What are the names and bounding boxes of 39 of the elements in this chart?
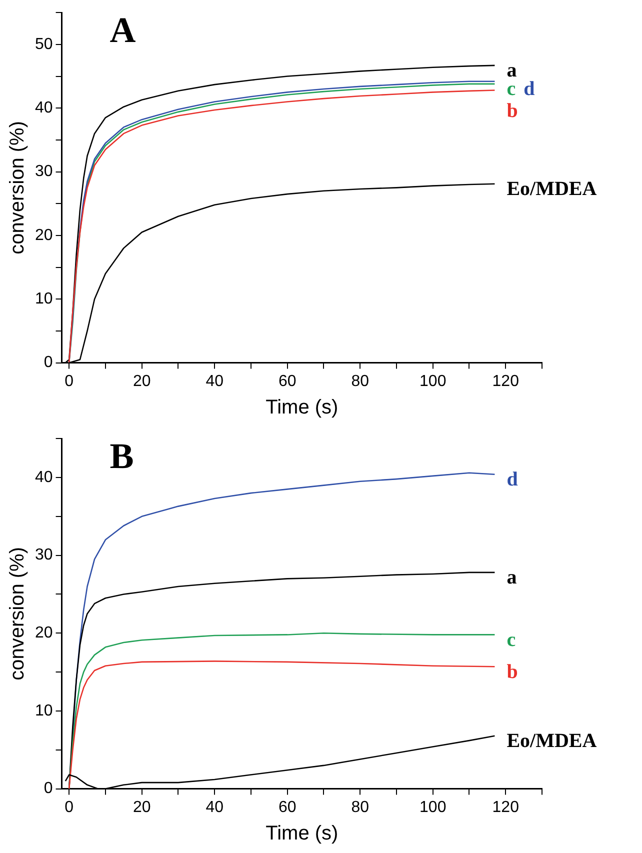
x-tick-label: 0 xyxy=(64,798,74,816)
series-label: Eo/MDEA xyxy=(506,730,598,752)
y-tick-label: 40 xyxy=(35,468,53,486)
x-tick-label: 120 xyxy=(492,372,520,390)
y-tick-label: 10 xyxy=(35,290,53,308)
y-tick-label: 50 xyxy=(35,36,53,53)
x-tick-label: 80 xyxy=(351,798,370,816)
series-label: b xyxy=(506,660,518,683)
y-axis-title: conversion (%) xyxy=(6,121,29,254)
y-tick-label: 40 xyxy=(35,100,53,117)
y-tick-label: 10 xyxy=(35,702,53,720)
x-tick-label: 0 xyxy=(64,372,74,390)
x-tick-label: 20 xyxy=(132,372,151,390)
y-tick-label: 30 xyxy=(35,163,53,180)
series-label: b xyxy=(506,100,518,122)
x-tick-label: 60 xyxy=(278,798,296,816)
y-tick-label: 0 xyxy=(44,354,53,372)
x-tick-label: 120 xyxy=(492,798,520,816)
chart-title: B xyxy=(110,436,134,476)
series-label: c xyxy=(506,628,516,651)
series-label: a xyxy=(506,566,517,589)
x-tick-label: 60 xyxy=(278,372,296,390)
chart-title: A xyxy=(110,10,136,50)
y-axis-title: conversion (%) xyxy=(6,547,29,680)
x-tick-label: 20 xyxy=(132,798,151,816)
x-tick-label: 100 xyxy=(420,798,446,816)
y-tick-label: 20 xyxy=(35,226,53,244)
x-tick-label: 40 xyxy=(206,798,224,816)
x-tick-label: 80 xyxy=(351,372,370,390)
x-axis-title: Time (s) xyxy=(266,396,338,419)
series-label: d xyxy=(506,468,518,491)
series-label: Eo/MDEA xyxy=(506,178,598,200)
y-tick-label: 20 xyxy=(35,624,53,642)
x-tick-label: 40 xyxy=(206,372,224,390)
y-tick-label: 0 xyxy=(44,780,53,798)
x-tick-label: 100 xyxy=(420,372,446,390)
y-tick-label: 30 xyxy=(35,546,53,564)
x-axis-title: Time (s) xyxy=(266,822,338,845)
series-label: d xyxy=(524,78,535,100)
